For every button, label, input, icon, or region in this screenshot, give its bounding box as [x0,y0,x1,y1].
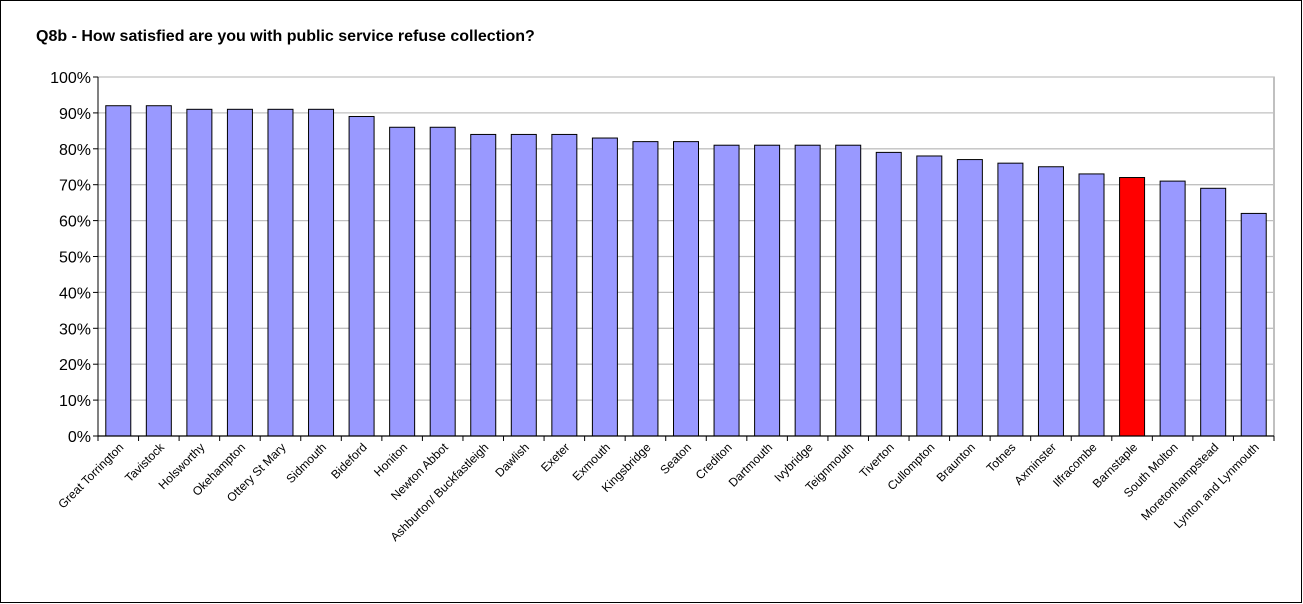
bar [145,105,172,437]
bar [794,144,821,437]
bar [875,151,902,437]
x-tick-label: Honiton [371,440,410,479]
bar [226,108,253,437]
x-tick-label: Totnes [984,440,1019,475]
bar [1037,166,1064,437]
y-tick-label: 10% [59,393,91,410]
bar [470,133,497,437]
bar [591,137,618,437]
bar [551,133,578,437]
bar [267,108,294,437]
x-tick-label: Sidmouth [283,440,329,486]
x-tick-label: Dartmouth [726,440,776,490]
y-tick-label: 0% [68,429,91,446]
bar [308,108,335,437]
x-tick-label: Dawlish [492,440,532,480]
bar [713,144,740,437]
bar [1078,173,1105,437]
bar [1240,212,1267,437]
y-tick-label: 50% [59,250,91,267]
bar [997,162,1024,437]
y-tick-label: 30% [59,321,91,338]
bar [429,126,456,437]
bar [632,141,659,437]
bar [510,133,537,437]
x-tick-label: Great Torrington [55,440,126,511]
bar [1119,177,1146,437]
x-tick-label: Bideford [328,440,370,482]
y-tick-label: 70% [59,178,91,195]
bar [673,141,699,437]
bar [956,159,983,437]
y-tick-label: 40% [59,285,91,302]
y-tick-label: 20% [59,357,91,374]
bar [389,126,416,437]
bar [186,108,213,437]
y-tick-label: 80% [59,142,91,159]
x-tick-label: Exeter [538,440,572,474]
y-tick-label: 90% [59,106,91,123]
y-tick-label: 100% [50,70,91,87]
bar [105,105,132,437]
x-tick-label: Tiverton [857,440,897,480]
x-tick-label: Braunton [934,440,978,484]
y-tick-label: 60% [59,214,91,231]
bar [916,155,943,437]
x-tick-label: Moretonhampstead [1138,440,1221,523]
chart-title: Q8b - How satisfied are you with public … [36,28,535,45]
bar [835,144,862,437]
bar [1159,180,1186,437]
x-tick-label: Seaton [657,440,694,477]
bar [754,144,781,437]
bar [1200,187,1227,437]
bar [348,115,375,437]
